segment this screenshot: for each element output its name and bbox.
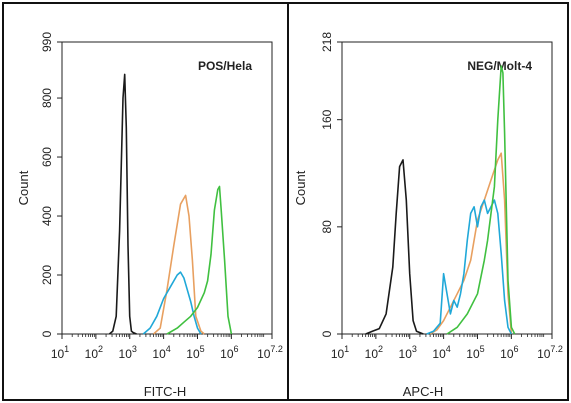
y-tick-label: 80 [320,220,334,234]
y-tick-label: 990 [40,32,54,52]
x-tick-label: 102 [365,344,383,361]
y-tick-label: 218 [320,32,334,52]
y-tick-label: 600 [40,147,54,167]
x-axis-title: APC-H [403,384,443,399]
x-tick-label: 105 [466,344,484,361]
histogram-series-3 [166,185,233,335]
histogram-series-1 [152,194,205,335]
x-tick-label: 106 [500,344,518,361]
y-tick-label: 200 [40,265,54,285]
histogram-series-1 [429,152,513,335]
y-tick-label: 800 [40,88,54,108]
x-tick-label: 103 [399,344,417,361]
y-axis-title: Count [16,170,31,205]
x-axis-title: FITC-H [144,384,187,399]
y-tick-label: 0 [320,330,334,337]
x-tick-label: 107.2 [537,344,563,361]
histogram-series-2 [142,271,202,335]
x-tick-label: 105 [186,344,204,361]
panel-title: POS/Hela [198,59,252,73]
y-tick-label: 160 [320,109,334,129]
histogram-series-0 [108,73,137,335]
x-tick-label: 102 [85,344,103,361]
x-tick-label: 103 [119,344,137,361]
x-tick-label: 107.2 [257,344,283,361]
y-tick-label: 400 [40,206,54,226]
x-tick-label: 106 [220,344,238,361]
x-tick-label: 101 [331,344,349,361]
panel-title: NEG/Molt-4 [467,59,532,73]
histogram-series-2 [426,199,513,335]
x-tick-label: 104 [152,344,170,361]
panel-frame-right [287,2,569,401]
histogram-series-0 [365,159,424,335]
x-tick-label: 101 [51,344,69,361]
x-tick-label: 104 [432,344,450,361]
histogram-series-3 [446,65,516,335]
y-axis-title: Count [293,170,308,205]
y-tick-label: 0 [40,330,54,337]
